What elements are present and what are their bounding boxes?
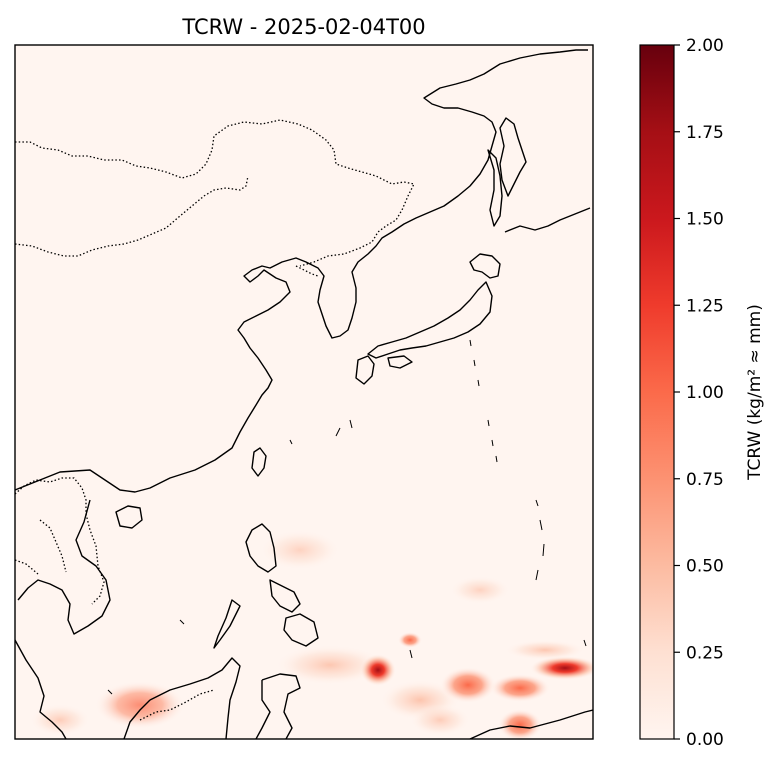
precip-area: [410, 704, 470, 736]
colorbar-tick-label: 0.00: [686, 730, 724, 750]
map-background: [15, 45, 593, 739]
precip-area: [505, 640, 585, 660]
kamchatka-coastline: [499, 117, 527, 197]
pacific-islands: [107, 339, 587, 695]
hokkaido-coastline: [469, 253, 501, 279]
colorbar-tick-label: 1.75: [686, 123, 724, 143]
precip-area: [450, 576, 510, 604]
map-panel: [14, 44, 594, 740]
taiwan-coastline: [251, 447, 267, 477]
precip-area: [260, 530, 340, 570]
precip-area: [398, 632, 422, 648]
colorbar-tick-label: 2.00: [686, 36, 724, 56]
precip-area: [95, 681, 185, 729]
luzon-coastline: [245, 523, 277, 573]
precip-area: [498, 709, 542, 739]
colorbar-tick-label: 1.50: [686, 210, 724, 230]
indochina-border: [15, 477, 105, 605]
colorbar-tick-label: 1.25: [686, 296, 724, 316]
precip-area: [440, 667, 496, 703]
precipitation-field: [30, 530, 593, 739]
precip-area: [490, 674, 550, 702]
shikoku-coastline: [387, 355, 413, 369]
newguinea-coastline: [469, 709, 593, 739]
chart-title: TCRW - 2025-02-04T00: [181, 15, 425, 39]
kuril-coastline: [504, 207, 591, 233]
colorbar-tick-label: 1.00: [686, 383, 724, 403]
hainan-coastline: [115, 505, 143, 529]
honshu-coastline: [367, 281, 493, 359]
malay-coastline: [15, 639, 67, 739]
precip-area: [360, 654, 396, 686]
sulawesi-coastline: [255, 673, 301, 739]
precip-area: [30, 704, 90, 736]
colorbar-tick-label: 0.50: [686, 557, 724, 577]
colorbar-tick-label: 0.75: [686, 470, 724, 490]
sakhalin-coastline: [487, 149, 503, 227]
colorbar-gradient: [639, 44, 675, 740]
precip-area: [530, 656, 593, 680]
coastlines: [15, 49, 593, 739]
colorbar: 0.00 0.25 0.50 0.75 1.00 1.25 1.50 1.75 2.00 TCR…: [639, 36, 765, 750]
kyushu-coastline: [355, 355, 375, 385]
mainland-coastline: [15, 49, 588, 493]
colorbar-ticks: 0.00 0.25 0.50 0.75 1.00 1.25 1.50 1.75 2.00: [674, 36, 724, 750]
country-borders: [15, 119, 415, 721]
colorbar-tick-label: 0.25: [686, 643, 724, 663]
visayas-coastline: [269, 579, 301, 613]
korea-border: [295, 265, 319, 277]
palawan-coastline: [213, 599, 241, 649]
indochina-coastline: [17, 499, 111, 635]
precip-area: [275, 645, 385, 685]
map-frame: [14, 44, 594, 740]
mindanao-coastline: [283, 613, 319, 647]
colorbar-label: TCRW (kg/m² ≈ mm): [745, 304, 765, 481]
mongolia-border: [15, 119, 415, 267]
borneo-border: [139, 689, 215, 721]
borneo-coastline: [123, 657, 241, 739]
